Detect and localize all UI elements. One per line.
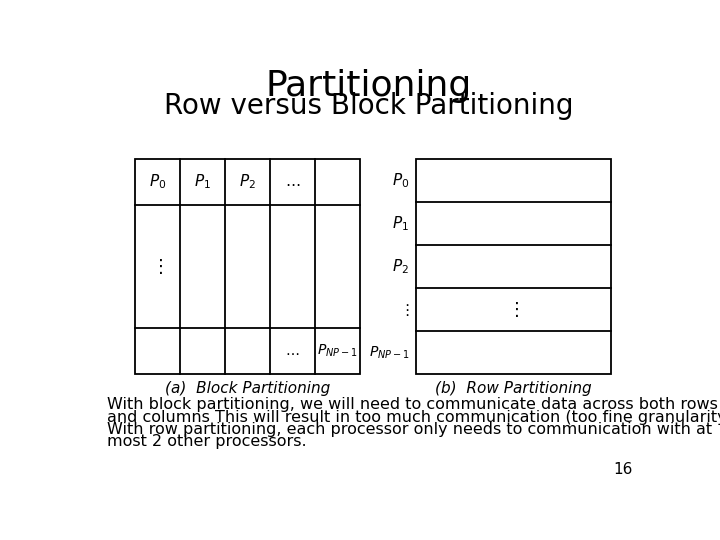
Text: $P_1$: $P_1$ bbox=[194, 172, 211, 191]
Text: $\vdots$: $\vdots$ bbox=[151, 257, 163, 276]
Text: $P_0$: $P_0$ bbox=[392, 171, 409, 190]
Text: $P_1$: $P_1$ bbox=[392, 214, 409, 233]
Text: Partitioning: Partitioning bbox=[266, 69, 472, 103]
Text: (b)  Row Partitioning: (b) Row Partitioning bbox=[435, 381, 591, 395]
Text: $P_{NP-1}$: $P_{NP-1}$ bbox=[369, 345, 409, 361]
Text: $P_0$: $P_0$ bbox=[149, 172, 166, 191]
Text: With block partitioning, we will need to communicate data across both rows: With block partitioning, we will need to… bbox=[107, 397, 718, 413]
Text: and columns This will result in too much communication (too fine granularity): and columns This will result in too much… bbox=[107, 410, 720, 425]
Text: $\vdots$: $\vdots$ bbox=[507, 300, 519, 319]
Text: With row partitioning, each processor only needs to communication with at: With row partitioning, each processor on… bbox=[107, 422, 712, 437]
Text: $\ldots$: $\ldots$ bbox=[285, 344, 300, 358]
Bar bbox=[135, 159, 360, 374]
Text: $P_{NP-1}$: $P_{NP-1}$ bbox=[317, 343, 358, 360]
Text: $P_2$: $P_2$ bbox=[239, 172, 256, 191]
Text: (a)  Block Partitioning: (a) Block Partitioning bbox=[165, 381, 330, 395]
Text: $\vdots$: $\vdots$ bbox=[399, 302, 409, 318]
Text: most 2 other processors.: most 2 other processors. bbox=[107, 434, 307, 449]
Text: Row versus Block Partitioning: Row versus Block Partitioning bbox=[164, 92, 574, 120]
Text: 16: 16 bbox=[613, 462, 632, 477]
Text: $P_2$: $P_2$ bbox=[392, 257, 409, 276]
Bar bbox=[415, 159, 611, 374]
Text: $\ldots$: $\ldots$ bbox=[284, 174, 300, 190]
